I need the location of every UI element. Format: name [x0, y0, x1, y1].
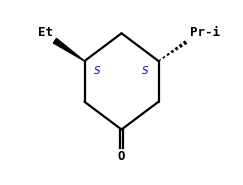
Text: Pr-i: Pr-i [190, 26, 220, 39]
Polygon shape [53, 38, 85, 61]
Text: S: S [142, 66, 149, 76]
Text: S: S [94, 66, 101, 76]
Text: O: O [118, 150, 125, 163]
Text: Et: Et [38, 26, 53, 39]
